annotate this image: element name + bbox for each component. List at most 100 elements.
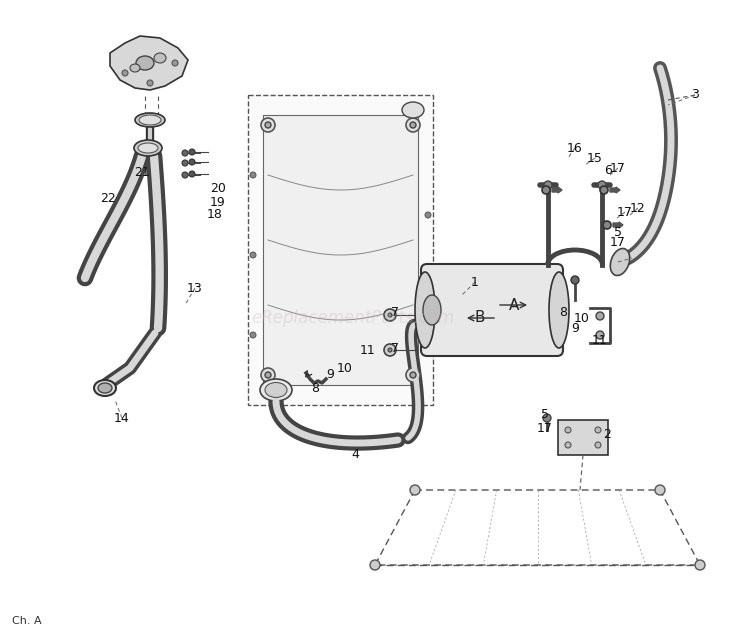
Circle shape	[265, 372, 271, 378]
Text: 11: 11	[592, 333, 608, 347]
Text: 21: 21	[134, 165, 150, 179]
Ellipse shape	[139, 115, 161, 125]
Ellipse shape	[94, 380, 116, 396]
Text: 17: 17	[610, 162, 626, 174]
Circle shape	[261, 118, 275, 132]
Text: 6: 6	[604, 163, 612, 177]
Circle shape	[598, 181, 606, 189]
Text: 17: 17	[537, 422, 553, 434]
Text: Ch. A: Ch. A	[12, 616, 42, 626]
Circle shape	[384, 309, 396, 321]
Text: 10: 10	[337, 361, 353, 375]
Text: 7: 7	[391, 342, 399, 354]
Ellipse shape	[138, 143, 158, 153]
Text: 18: 18	[207, 209, 223, 221]
FancyBboxPatch shape	[421, 264, 563, 356]
Text: B: B	[475, 310, 485, 326]
Circle shape	[565, 427, 571, 433]
Text: 22: 22	[100, 191, 116, 205]
Circle shape	[410, 372, 416, 378]
Circle shape	[189, 171, 195, 177]
Text: 15: 15	[587, 151, 603, 165]
Ellipse shape	[549, 272, 569, 348]
Text: 16: 16	[567, 141, 583, 155]
Circle shape	[571, 276, 579, 284]
Ellipse shape	[610, 249, 630, 275]
Circle shape	[695, 560, 705, 570]
Circle shape	[261, 368, 275, 382]
Text: 5: 5	[541, 408, 549, 422]
Circle shape	[189, 159, 195, 165]
Text: 3: 3	[691, 88, 699, 102]
Ellipse shape	[134, 140, 162, 156]
Text: 17: 17	[610, 235, 626, 249]
Ellipse shape	[130, 64, 140, 72]
Text: 8: 8	[311, 382, 319, 394]
Ellipse shape	[402, 102, 424, 118]
Text: 14: 14	[114, 411, 130, 424]
Bar	[248, 95, 433, 405]
Text: 9: 9	[326, 368, 334, 382]
Text: 1: 1	[471, 275, 479, 289]
Bar	[558, 420, 608, 455]
Circle shape	[388, 313, 392, 317]
Circle shape	[425, 292, 431, 298]
Text: 9: 9	[571, 322, 579, 335]
Ellipse shape	[423, 295, 441, 325]
Polygon shape	[110, 36, 188, 90]
Circle shape	[595, 442, 601, 448]
Text: 5: 5	[614, 226, 622, 238]
Text: 17: 17	[617, 205, 633, 219]
Circle shape	[182, 172, 188, 178]
Circle shape	[603, 221, 611, 229]
Bar	[263, 115, 418, 385]
Text: 11: 11	[360, 343, 376, 357]
FancyArrow shape	[613, 222, 623, 228]
Circle shape	[596, 312, 604, 320]
Circle shape	[410, 485, 420, 495]
Circle shape	[406, 118, 420, 132]
Circle shape	[655, 485, 665, 495]
Circle shape	[388, 348, 392, 352]
Circle shape	[565, 442, 571, 448]
Ellipse shape	[135, 113, 165, 127]
Circle shape	[250, 252, 256, 258]
Text: 7: 7	[391, 305, 399, 319]
Circle shape	[147, 80, 153, 86]
Circle shape	[172, 60, 178, 66]
Text: 19: 19	[210, 195, 226, 209]
Circle shape	[250, 172, 256, 178]
Ellipse shape	[260, 379, 292, 401]
Circle shape	[542, 186, 550, 194]
Text: 8: 8	[559, 305, 567, 319]
Circle shape	[543, 414, 551, 422]
Circle shape	[425, 212, 431, 218]
Circle shape	[410, 122, 416, 128]
Text: 20: 20	[210, 181, 226, 195]
Circle shape	[265, 122, 271, 128]
Circle shape	[182, 160, 188, 166]
Text: 10: 10	[574, 312, 590, 324]
Text: 2: 2	[603, 429, 611, 441]
Circle shape	[595, 427, 601, 433]
Ellipse shape	[136, 56, 154, 70]
Text: 12: 12	[630, 202, 646, 214]
Circle shape	[596, 331, 604, 339]
Text: A: A	[509, 298, 519, 312]
Ellipse shape	[265, 382, 287, 398]
Text: 4: 4	[351, 448, 359, 462]
Circle shape	[544, 181, 552, 189]
Circle shape	[250, 332, 256, 338]
FancyArrow shape	[610, 187, 620, 193]
Circle shape	[384, 344, 396, 356]
Circle shape	[189, 149, 195, 155]
Ellipse shape	[415, 272, 435, 348]
Circle shape	[182, 150, 188, 156]
Text: eReplacementParts.com: eReplacementParts.com	[251, 309, 454, 327]
Circle shape	[406, 368, 420, 382]
Circle shape	[600, 186, 608, 194]
Text: 13: 13	[188, 282, 202, 294]
Circle shape	[122, 70, 128, 76]
Circle shape	[370, 560, 380, 570]
Ellipse shape	[98, 383, 112, 393]
